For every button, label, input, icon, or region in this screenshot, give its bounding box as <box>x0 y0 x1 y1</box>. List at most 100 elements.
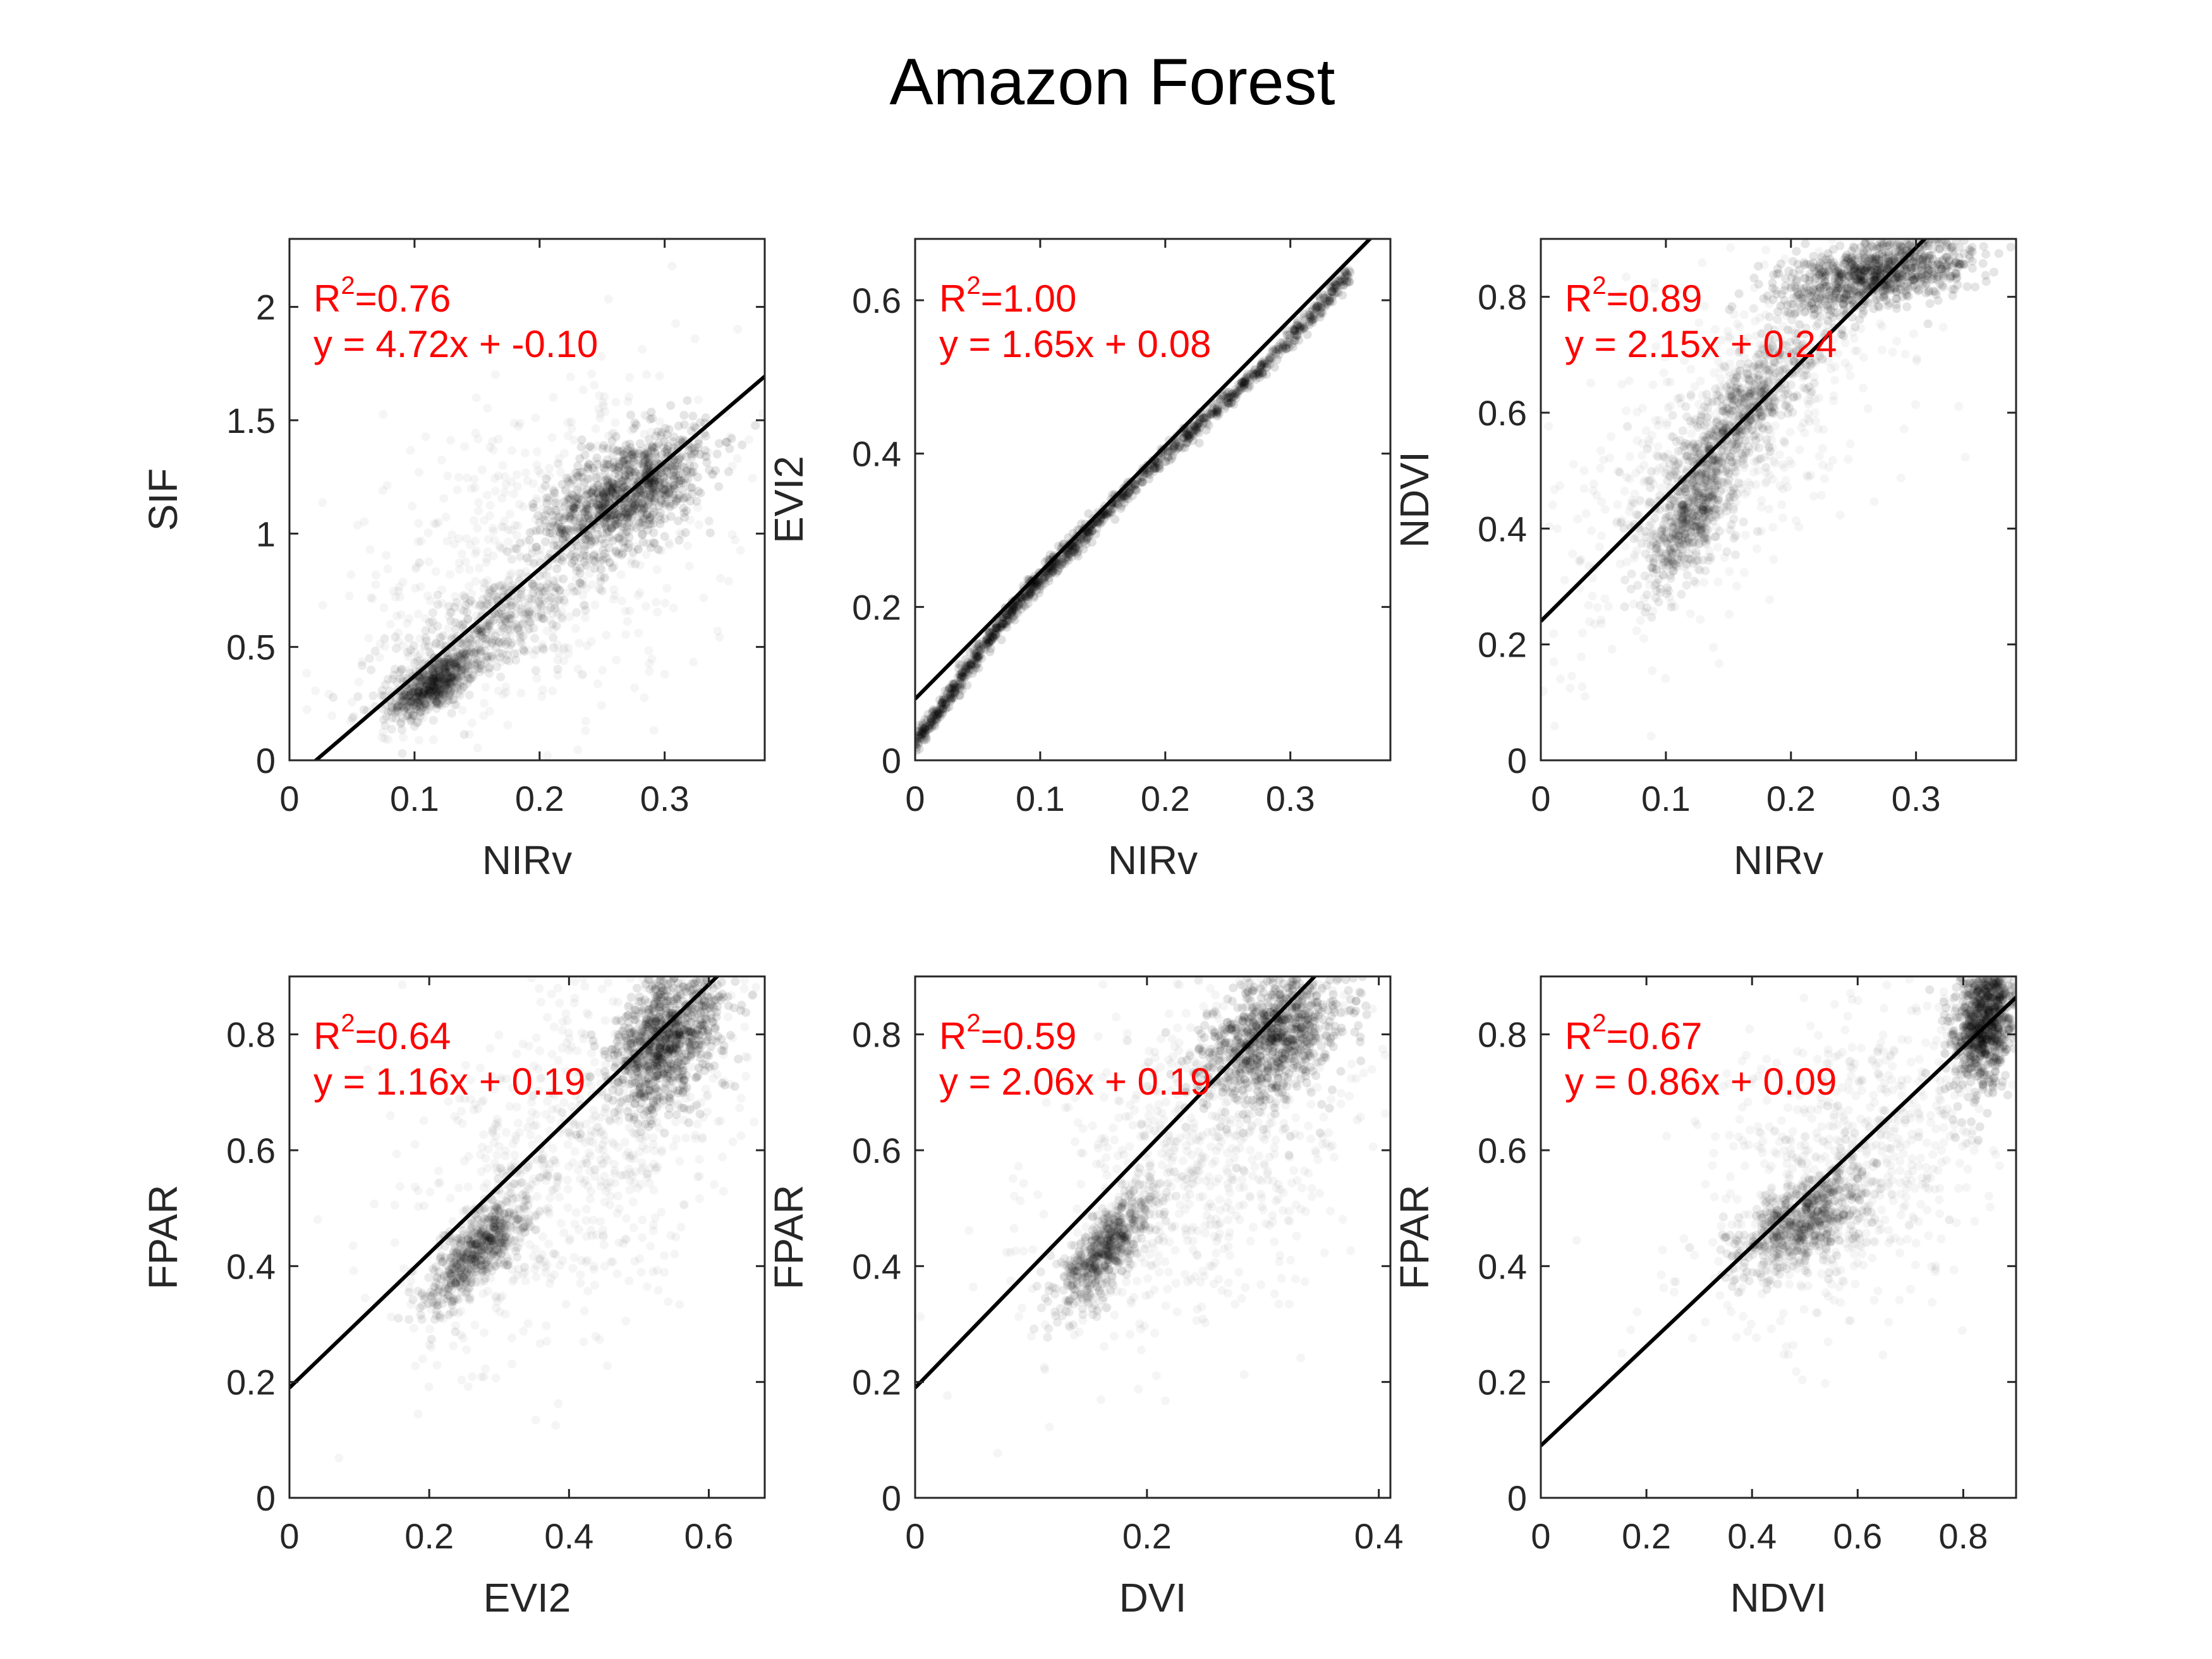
scatter-point <box>569 504 578 514</box>
scatter-point <box>552 522 561 532</box>
scatter-point <box>555 586 564 595</box>
scatter-point <box>725 444 734 453</box>
scatter-point <box>416 693 426 703</box>
scatter-point <box>604 497 613 507</box>
scatter-point <box>468 670 477 679</box>
scatter-point <box>482 653 491 662</box>
scatter-point <box>475 564 484 573</box>
scatter-point <box>552 621 561 631</box>
scatter-point <box>631 559 640 569</box>
scatter-point <box>415 696 425 705</box>
scatter-point <box>602 499 611 509</box>
scatter-point <box>715 439 724 448</box>
scatter-point <box>623 521 632 531</box>
scatter-point <box>614 478 623 488</box>
scatter-point <box>464 667 473 676</box>
scatter-point <box>605 515 615 525</box>
scatter-point <box>545 522 555 532</box>
scatter-point <box>507 569 516 578</box>
scatter-point <box>537 692 547 702</box>
scatter-point <box>549 484 558 494</box>
scatter-point <box>454 619 464 628</box>
scatter-point <box>626 467 636 477</box>
scatter-point <box>394 586 403 595</box>
scatter-point <box>353 692 363 702</box>
scatter-point <box>523 594 533 603</box>
scatter-point <box>682 466 691 476</box>
scatter-point <box>587 537 597 547</box>
scatter-point <box>557 614 567 623</box>
scatter-point <box>623 502 633 512</box>
scatter-point <box>491 370 500 379</box>
scatter-point <box>669 484 678 494</box>
scatter-point <box>480 617 490 627</box>
scatter-point <box>679 411 689 420</box>
scatter-point <box>642 453 652 463</box>
scatter-point <box>461 664 470 674</box>
scatter-point <box>582 504 592 513</box>
scatter-point <box>396 692 405 702</box>
scatter-point <box>549 643 558 652</box>
scatter-point <box>421 691 430 701</box>
scatter-point <box>559 535 568 545</box>
scatter-point <box>411 702 421 711</box>
scatter-point <box>411 692 421 702</box>
scatter-point <box>507 638 517 648</box>
scatter-point <box>640 504 650 513</box>
scatter-point <box>435 667 444 676</box>
scatter-point <box>399 696 408 705</box>
scatter-point <box>566 372 575 382</box>
scatter-point <box>427 664 437 674</box>
scatter-point <box>401 690 410 699</box>
scatter-point <box>430 683 439 692</box>
scatter-point <box>459 683 468 692</box>
scatter-point <box>586 489 595 498</box>
x-axis-label: NIRv <box>482 837 572 883</box>
scatter-point <box>609 463 618 472</box>
scatter-point <box>631 475 640 484</box>
scatter-point <box>548 686 557 696</box>
scatter-point <box>418 676 428 685</box>
scatter-point <box>543 605 552 615</box>
scatter-point <box>633 545 643 554</box>
scatter-point <box>430 669 440 678</box>
scatter-point <box>584 460 593 470</box>
scatter-point <box>435 672 444 681</box>
scatter-point <box>446 569 455 579</box>
scatter-point <box>413 537 423 547</box>
scatter-point <box>664 488 673 497</box>
scatter-point <box>564 649 573 659</box>
scatter-point <box>524 557 533 566</box>
scatter-point <box>653 439 663 448</box>
scatter-point <box>551 498 560 507</box>
scatter-point <box>468 657 478 666</box>
scatter-point <box>435 640 445 650</box>
scatter-point <box>631 420 641 430</box>
scatter-point <box>640 490 649 499</box>
scatter-point <box>386 707 396 716</box>
scatter-point <box>377 691 387 700</box>
scatter-point <box>548 500 557 509</box>
scatter-point <box>396 717 406 727</box>
scatter-point <box>531 666 540 675</box>
scatter-point <box>597 535 607 544</box>
scatter-point <box>654 478 664 487</box>
scatter-point <box>348 714 357 722</box>
scatter-point <box>413 688 423 697</box>
scatter-point <box>458 652 468 661</box>
scatter-point <box>592 488 601 497</box>
scatter-point <box>588 463 598 473</box>
scatter-point <box>597 701 606 710</box>
scatter-point <box>620 463 629 473</box>
scatter-point <box>643 443 652 453</box>
scatter-point <box>618 458 628 466</box>
scatter-point <box>422 689 432 698</box>
scatter-point <box>442 680 451 690</box>
scatter-point <box>392 644 401 653</box>
scatter-point <box>565 512 574 521</box>
scatter-point <box>568 507 578 516</box>
scatter-point <box>663 483 672 492</box>
scatter-point <box>708 470 717 479</box>
scatter-point <box>387 706 396 715</box>
scatter-point <box>540 515 549 525</box>
